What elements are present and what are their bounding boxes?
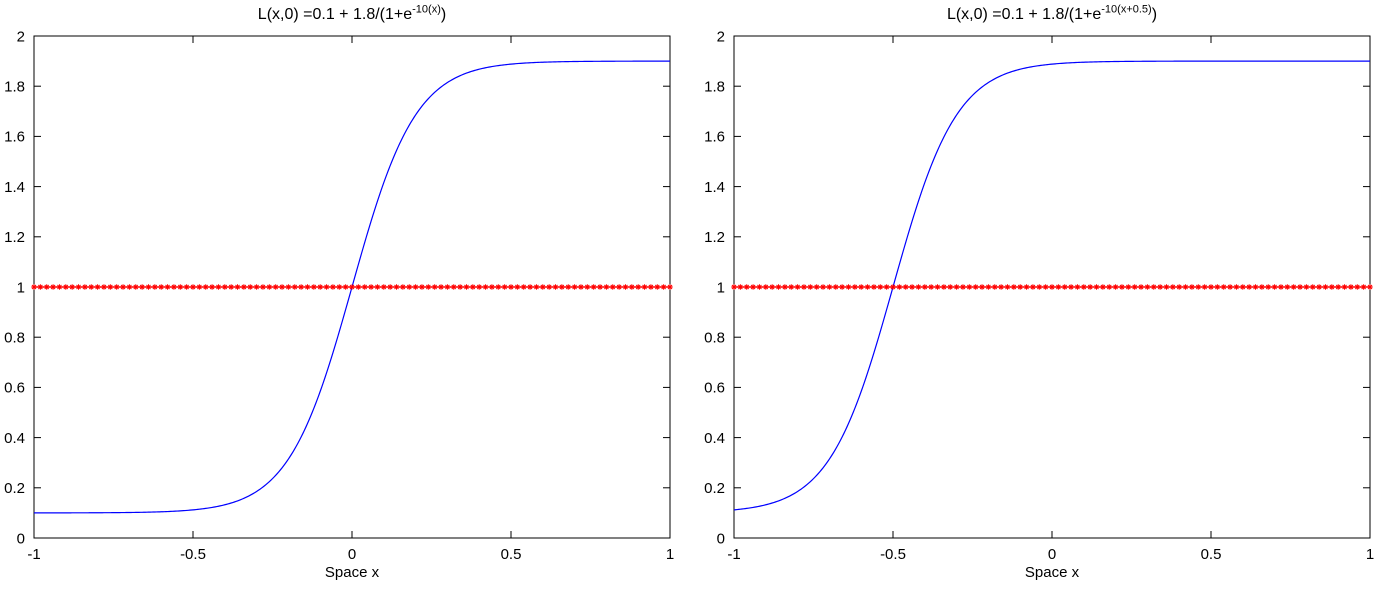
svg-text:1: 1 [1366,546,1374,563]
svg-text:0: 0 [717,530,725,547]
svg-text:-0.5: -0.5 [880,546,906,563]
right-plot-area: -1 -0.5 0 0.5 1 0 0.2 0.4 0.6 0.8 1 1.2 1.4 1.6 1.8 2 [704,28,1374,563]
title-prefix: L(x,0) =0.1 + 1.8/(1+e [946,6,1102,23]
svg-text:0.2: 0.2 [4,480,25,497]
left-x-axis-label: Space x [324,564,380,581]
svg-text:1: 1 [666,546,674,563]
svg-text:0.6: 0.6 [704,380,725,397]
svg-text:-1: -1 [27,546,40,563]
svg-text:1.4: 1.4 [4,179,25,196]
svg-text:1.2: 1.2 [4,229,25,246]
title-suffix: ) [1151,6,1158,23]
svg-text:0: 0 [17,530,25,547]
svg-text:0.8: 0.8 [704,329,725,346]
title-exponent: -10(x+0.5) [1101,3,1152,16]
svg-text:0.4: 0.4 [4,430,25,447]
right-chart-panel: -1 -0.5 0 0.5 1 0 0.2 0.4 0.6 0.8 1 1.2 1.4 1.6 1.8 2 L… [700,0,1400,591]
right-x-axis-label: Space x [1024,564,1080,581]
right-chart-title: L(x,0) =0.1 + 1.8/(1+e-10(x+0.5)) [946,3,1158,24]
svg-text:-0.5: -0.5 [180,546,206,563]
svg-text:-1: -1 [727,546,740,563]
title-suffix: ) [440,6,447,23]
svg-text:0.5: 0.5 [1201,546,1222,563]
title-exponent: -10(x) [412,3,441,16]
svg-text:0.8: 0.8 [4,329,25,346]
svg-text:0: 0 [1048,546,1056,563]
left-chart-panel: -1 -0.5 0 0.5 1 0 0.2 0.4 0.6 0.8 1 1.2 1.4 1.6 1.8 2 L… [4,3,674,581]
svg-text:1.4: 1.4 [704,179,725,196]
svg-text:1.6: 1.6 [4,129,25,146]
left-plot-area: -1 -0.5 0 0.5 1 0 0.2 0.4 0.6 0.8 1 1.2 1.4 1.6 1.8 2 [4,28,674,563]
svg-text:0.5: 0.5 [501,546,522,563]
svg-text:1.8: 1.8 [704,78,725,95]
svg-text:0: 0 [348,546,356,563]
svg-text:0.4: 0.4 [704,430,725,447]
svg-text:2: 2 [717,28,725,45]
svg-text:1: 1 [17,279,25,296]
svg-text:1.6: 1.6 [704,129,725,146]
svg-text:2: 2 [17,28,25,45]
left-chart-title: L(x,0) =0.1 + 1.8/(1+e-10(x)) [257,3,447,24]
svg-text:0.6: 0.6 [4,380,25,397]
svg-text:0.2: 0.2 [704,480,725,497]
svg-text:1: 1 [717,279,725,296]
svg-text:1.2: 1.2 [704,229,725,246]
title-prefix: L(x,0) =0.1 + 1.8/(1+e [257,6,413,23]
svg-text:1.8: 1.8 [4,78,25,95]
